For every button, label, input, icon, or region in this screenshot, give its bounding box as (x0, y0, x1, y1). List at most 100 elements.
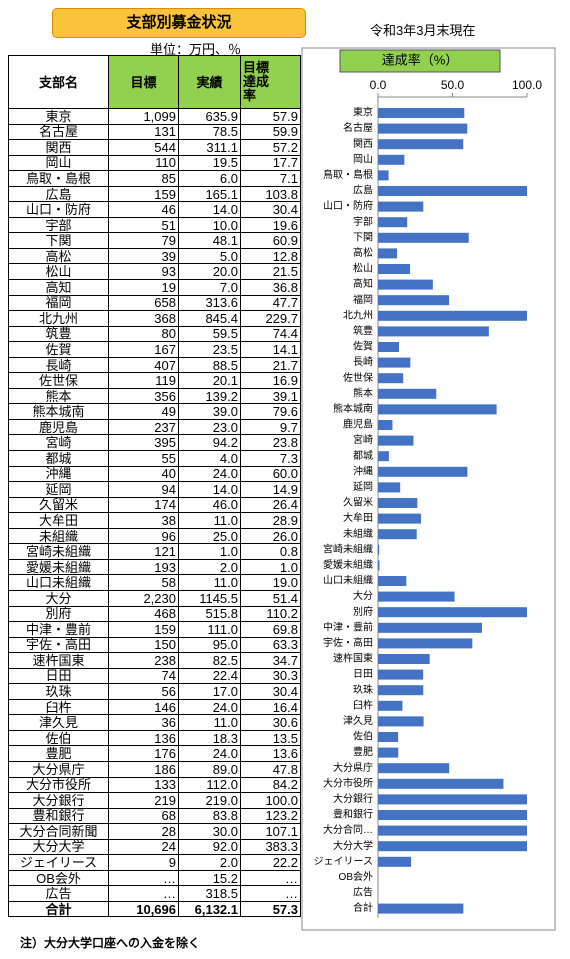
table-cell: 11.0 (178, 714, 241, 731)
table-cell: 10,696 (108, 900, 179, 918)
table-cell: 20.1 (178, 372, 241, 389)
bar (378, 201, 424, 212)
bar (378, 451, 389, 462)
table-row: 日田 74 22.4 30.3 (8, 667, 301, 685)
note: 注）大分大学口座への入金を除く (20, 936, 201, 950)
table-row: 中津・豊前 159 111.0 69.8 (8, 621, 301, 638)
y-tick-label: 岡山 (353, 153, 373, 165)
table-cell: 237 (108, 418, 179, 436)
column-header: 目標達成率 (240, 55, 301, 109)
table-cell: 131 (108, 123, 179, 141)
table-cell: 123.2 (240, 807, 301, 825)
table-row: 久留米 174 46.0 26.4 (8, 496, 301, 514)
bars (378, 108, 527, 914)
table-row: 未組織 96 25.0 26.0 (8, 527, 301, 545)
y-tick-label: 鹿児島 (343, 418, 373, 431)
bar (378, 373, 404, 384)
bar (378, 357, 411, 368)
table-cell: 658 (108, 294, 179, 312)
y-tick-label: 大分市役所 (323, 776, 373, 789)
y-tick-label: 都城 (353, 450, 373, 462)
y-tick-label: 大分大学 (333, 839, 373, 852)
bar (378, 747, 399, 758)
table-row: 岡山 110 19.5 17.7 (8, 154, 301, 172)
table-cell: … (240, 869, 301, 887)
bar (378, 123, 468, 134)
table-cell: 30.6 (240, 714, 301, 731)
table-cell: 311.1 (178, 139, 241, 156)
table-cell: 22.2 (240, 854, 301, 871)
table-row: 大分銀行 219 219.0 100.0 (8, 792, 301, 809)
bar (378, 232, 469, 243)
bar (378, 108, 465, 118)
x-tick-label: 0.0 (370, 78, 387, 92)
table-row: 山口未組織 58 11.0 19.0 (8, 574, 301, 591)
table-cell: 中津・豊前 (8, 621, 109, 638)
table-cell: 沖縄 (8, 465, 109, 483)
bar (378, 638, 473, 649)
table-row: 速杵国東 238 82.5 34.7 (8, 652, 301, 669)
table-row: 臼杵 146 24.0 16.4 (8, 698, 301, 716)
bar (378, 498, 418, 508)
table-cell: 宇佐・高田 (8, 636, 109, 654)
bar (378, 903, 464, 914)
chart-frame (301, 47, 556, 931)
column-header: 実績 (178, 55, 241, 109)
table-cell: 大分大学 (8, 838, 109, 856)
bar (378, 810, 527, 820)
table-cell: 大分銀行 (8, 792, 109, 809)
table-cell: 14.1 (240, 341, 301, 358)
table-row: 沖縄 40 24.0 60.0 (8, 465, 301, 483)
table-cell: 大分県庁 (8, 760, 109, 778)
table-cell: 筑豊 (8, 325, 109, 343)
table-cell: 24 (108, 838, 179, 856)
table-row: 大分合同新聞 28 30.0 107.1 (8, 823, 301, 840)
table-row: 宇佐・高田 150 95.0 63.3 (8, 636, 301, 654)
table-cell: 鹿児島 (8, 418, 109, 436)
chart-title: 達成率（%） (382, 52, 459, 67)
bar (378, 576, 407, 586)
y-tick-label: 広島 (353, 184, 373, 197)
table-cell: 635.9 (178, 108, 241, 125)
table-row: 北九州 368 845.4 229.7 (8, 310, 301, 327)
table-cell: 318.5 (178, 885, 241, 902)
table-cell: 229.7 (240, 310, 301, 327)
table-cell: 21.5 (240, 263, 301, 281)
table-cell: 111.0 (178, 621, 241, 638)
bar (378, 186, 527, 196)
bar (378, 794, 527, 805)
table-row: 東京 1,099 635.9 57.9 (8, 108, 301, 125)
table-cell: 69.8 (240, 621, 301, 638)
y-tick-label: 日田 (353, 669, 373, 680)
y-tick-label: OB会外 (339, 870, 373, 883)
x-tick-label: 100.0 (512, 78, 542, 92)
y-tick-label: 延岡 (353, 481, 373, 493)
table-row: 大分大学 24 92.0 383.3 (8, 838, 301, 856)
y-tick-label: 北九州 (343, 309, 373, 321)
table-cell: 110.2 (240, 605, 301, 623)
table-cell: 159 (108, 621, 179, 638)
table-cell: 0.8 (240, 543, 301, 560)
table-row: 筑豊 80 59.5 74.4 (8, 325, 301, 343)
column-header-text: 目標達成率 (243, 60, 270, 103)
table-cell: 23.8 (240, 434, 301, 452)
table-cell: 30.4 (240, 201, 301, 218)
table-cell: 176 (108, 745, 179, 762)
bar (378, 248, 398, 259)
table-cell: 7.1 (240, 170, 301, 187)
y-tick-label: 下関 (353, 231, 373, 243)
table-cell: 49 (108, 403, 179, 420)
bar (378, 700, 403, 711)
table-row: 延岡 94 14.0 14.9 (8, 481, 301, 498)
y-tick-label: 豊肥 (353, 745, 373, 758)
y-tick-label: 宮崎未組織 (323, 542, 373, 555)
y-tick-label: 佐伯 (353, 730, 373, 743)
y-tick-label: 宇佐・高田 (323, 636, 373, 649)
y-tick-label: 未組織 (343, 527, 373, 540)
table-cell: 107.1 (240, 823, 301, 840)
table-row: 広告… 318.5… (8, 885, 301, 902)
bar (378, 607, 527, 618)
table-row: ジェイリース 9 2.0 22.2 (8, 854, 301, 871)
y-tick-label: 山口未組織 (323, 574, 373, 587)
